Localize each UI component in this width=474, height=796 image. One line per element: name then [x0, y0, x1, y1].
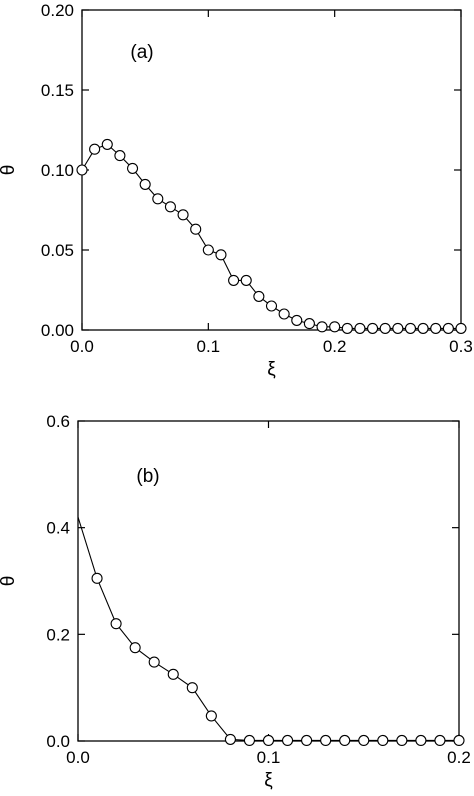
series-line	[77, 516, 459, 742]
data-point	[430, 322, 442, 334]
data-point	[129, 642, 141, 654]
panel-b: 0.0 0.1 0.2 0.0 0.2 0.4 0.6 ξ θ (b)	[0, 412, 471, 791]
data-point	[278, 308, 290, 320]
y-tick-label: 0.05	[41, 241, 74, 260]
data-point	[377, 734, 389, 747]
data-point	[341, 322, 353, 334]
data-point	[215, 249, 227, 261]
data-point	[329, 321, 341, 333]
panel-label: (a)	[130, 42, 153, 63]
data-point	[152, 193, 164, 205]
data-point	[316, 321, 328, 333]
data-point	[205, 710, 217, 722]
y-axis-label: θ	[0, 165, 19, 176]
data-point	[148, 656, 160, 668]
data-point	[392, 322, 404, 334]
x-tick-label: 0.2	[447, 748, 471, 767]
data-point	[265, 300, 278, 312]
data-point	[379, 322, 391, 334]
y-tick-label: 0.20	[41, 1, 74, 20]
panel-a: 0.0 0.1 0.2 0.3 0.00 0.05 0.10 0.15 0.20 ξ θ (a)	[0, 1, 473, 380]
data-point	[417, 322, 429, 334]
data-point	[190, 223, 202, 235]
data-point	[354, 322, 366, 334]
data-point	[291, 314, 303, 326]
data-point	[228, 274, 240, 286]
y-axis-label: θ	[0, 576, 19, 587]
data-point	[240, 274, 252, 286]
y-tick-label: 0.2	[46, 625, 70, 644]
data-point	[91, 572, 103, 584]
data-point	[396, 734, 408, 747]
data-point	[186, 682, 198, 694]
data-point	[110, 618, 122, 630]
x-tick-label: 0.1	[197, 337, 221, 356]
x-tick-label: 0.1	[257, 748, 281, 767]
data-point	[243, 734, 255, 747]
data-point	[253, 290, 265, 302]
data-point	[303, 318, 315, 330]
data-point	[320, 734, 332, 747]
data-point	[453, 734, 465, 747]
data-point	[404, 322, 417, 334]
y-tick-label: 0.6	[46, 412, 70, 431]
y-tick-label: 0.0	[46, 732, 70, 751]
x-tick-label: 0.3	[449, 337, 473, 356]
data-point	[202, 244, 214, 256]
y-tick-label: 0.15	[41, 81, 74, 100]
x-tick-label: 0.2	[323, 337, 347, 356]
data-point	[164, 201, 176, 213]
y-tick-label: 0.10	[41, 161, 74, 180]
y-tick-label: 0.4	[46, 519, 70, 538]
data-point	[101, 138, 113, 150]
data-point	[281, 734, 294, 747]
data-point	[126, 162, 139, 174]
data-point	[455, 322, 467, 334]
x-tick-label: 0.0	[70, 337, 94, 356]
data-point	[89, 143, 101, 155]
data-point	[339, 734, 351, 747]
data-point	[442, 322, 454, 334]
data-point	[114, 150, 126, 162]
data-point	[76, 164, 88, 176]
data-point	[415, 734, 427, 747]
data-point	[262, 734, 275, 747]
x-axis-label: ξ	[267, 359, 276, 380]
y-tick-label: 0.00	[41, 321, 74, 340]
plot-frame	[77, 420, 460, 742]
data-point	[434, 734, 446, 747]
data-point	[224, 733, 236, 745]
data-point	[177, 209, 189, 221]
data-point	[367, 322, 379, 334]
panel-label: (b)	[136, 466, 159, 487]
x-tick-label: 0.0	[66, 748, 90, 767]
data-point	[301, 734, 313, 747]
data-point	[139, 178, 151, 190]
data-point	[167, 668, 179, 680]
data-point	[358, 734, 370, 747]
x-axis-label: ξ	[264, 770, 273, 791]
